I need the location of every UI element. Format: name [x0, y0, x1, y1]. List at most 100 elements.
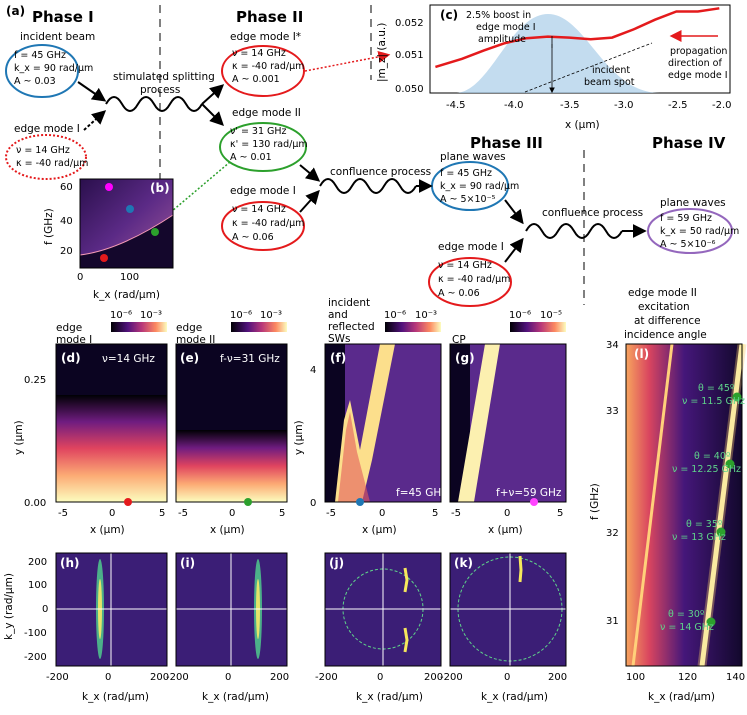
l-point-30	[706, 617, 716, 627]
svg-text:A ~ 5×10⁻⁶: A ~ 5×10⁻⁶	[660, 239, 716, 250]
svg-text:f-ν=31 GHz: f-ν=31 GHz	[220, 353, 280, 365]
svg-text:120: 120	[678, 672, 697, 683]
panel-b: (b) 60 40 20 0 100 k_x (rad/μm) f (GHz)	[43, 178, 174, 301]
svg-text:ν = 14 GHz: ν = 14 GHz	[232, 204, 286, 215]
svg-text:32: 32	[606, 528, 619, 539]
point-green	[151, 228, 159, 236]
svg-text:0: 0	[504, 508, 510, 519]
svg-text:-4.0: -4.0	[504, 100, 524, 111]
svg-text:κ = -40 rad/μm: κ = -40 rad/μm	[232, 218, 304, 229]
svg-text:-200: -200	[315, 672, 338, 683]
panel-i-label: (i)	[180, 556, 195, 570]
svg-text:10⁻⁵: 10⁻⁵	[540, 310, 562, 321]
svg-text:40: 40	[60, 216, 73, 227]
svg-text:edge mode I*: edge mode I*	[230, 31, 301, 43]
l-point-40	[725, 459, 735, 469]
svg-text:f=45 GHz: f=45 GHz	[396, 487, 447, 499]
svg-text:propagation: propagation	[670, 46, 727, 57]
ellipse-edge-mode-I-star: edge mode I* ν = 14 GHz κ = -40 rad/μm A…	[221, 31, 305, 97]
svg-text:0: 0	[229, 508, 235, 519]
panel-c-ylabel: |m_z| (a.u.)	[376, 23, 388, 82]
panel-c: (c) 2.5% boost in edge mode I amplitude …	[376, 4, 732, 131]
panel-j: (j) -200 0 200 k_x (rad/μm)	[315, 552, 443, 703]
svg-text:200: 200	[270, 672, 289, 683]
svg-text:edge mode I: edge mode I	[14, 123, 80, 135]
svg-text:0: 0	[109, 508, 115, 519]
phase-1-title: Phase I	[32, 8, 94, 26]
panel-h-label: (h)	[60, 556, 80, 570]
panel-c-label: (c)	[440, 8, 458, 22]
process-confluence-1	[299, 164, 433, 213]
svg-text:10⁻⁶: 10⁻⁶	[230, 310, 252, 321]
svg-text:5: 5	[557, 508, 563, 519]
svg-text:-200: -200	[166, 672, 189, 683]
ellipse-edge-mode-I-left: edge mode I ν = 14 GHz κ = -40 rad/μm	[5, 123, 88, 180]
svg-text:0: 0	[105, 672, 111, 683]
svg-text:33: 33	[606, 406, 619, 417]
svg-text:200: 200	[28, 557, 47, 568]
svg-text:ν=14 GHz: ν=14 GHz	[102, 353, 155, 365]
panel-e: 10⁻⁶ 10⁻³ edge mode II (e) f-ν=31 GHz -5…	[175, 310, 288, 536]
svg-text:10⁻⁶: 10⁻⁶	[509, 310, 531, 321]
svg-text:plane waves: plane waves	[440, 151, 506, 163]
svg-text:100: 100	[626, 672, 645, 683]
svg-text:0: 0	[379, 508, 385, 519]
panel-g-label: (g)	[455, 351, 475, 365]
svg-text:x (μm): x (μm)	[362, 524, 397, 536]
panel-d-label: (d)	[61, 351, 81, 365]
svg-text:θ = 40º: θ = 40º	[694, 451, 731, 462]
svg-text:κ = -40 rad/μm: κ = -40 rad/μm	[232, 61, 304, 72]
svg-text:0: 0	[310, 498, 316, 509]
svg-text:-5: -5	[451, 508, 461, 519]
svg-text:amplitude: amplitude	[478, 34, 526, 45]
panel-f-label: (f)	[330, 351, 346, 365]
svg-text:-5: -5	[58, 508, 68, 519]
stimulated-label-1: stimulated splitting	[113, 71, 215, 83]
svg-text:and: and	[328, 309, 348, 321]
svg-text:SWs: SWs	[328, 333, 351, 345]
l-point-35	[716, 527, 726, 537]
panel-e-label: (e)	[180, 351, 199, 365]
svg-text:2.5% boost in: 2.5% boost in	[466, 10, 531, 21]
svg-text:100: 100	[120, 272, 139, 283]
svg-text:ν = 14 GHz: ν = 14 GHz	[438, 260, 492, 271]
svg-text:k_x = 90 rad/μm: k_x = 90 rad/μm	[440, 181, 519, 192]
svg-text:10⁻⁶: 10⁻⁶	[384, 310, 406, 321]
svg-text:A ~ 0.01: A ~ 0.01	[230, 152, 272, 163]
svg-text:incident: incident	[328, 297, 370, 309]
svg-text:200: 200	[424, 672, 443, 683]
svg-text:0: 0	[42, 604, 48, 615]
svg-text:reflected: reflected	[328, 321, 375, 333]
svg-text:-3.5: -3.5	[560, 100, 580, 111]
svg-text:k_x (rad/μm): k_x (rad/μm)	[648, 691, 715, 703]
svg-text:CP: CP	[452, 334, 466, 346]
svg-text:0.00: 0.00	[24, 498, 46, 509]
svg-text:-2.0: -2.0	[712, 100, 732, 111]
svg-text:beam spot: beam spot	[584, 77, 635, 88]
svg-text:κ' = 130 rad/μm: κ' = 130 rad/μm	[230, 139, 308, 150]
svg-text:f+ν=59 GHz: f+ν=59 GHz	[496, 487, 562, 499]
svg-text:0.050: 0.050	[395, 84, 424, 95]
svg-text:incidence angle: incidence angle	[624, 329, 707, 341]
panel-b-xlabel: k_x (rad/μm)	[93, 289, 160, 301]
point-red	[100, 254, 108, 262]
panel-f: 10⁻⁶ 10⁻³ incident and reflected SWs (f)…	[293, 297, 447, 536]
svg-text:mode I: mode I	[56, 334, 92, 346]
svg-text:k_x (rad/μm): k_x (rad/μm)	[202, 691, 269, 703]
svg-text:-200: -200	[46, 672, 69, 683]
row3-ylabel: k_y (rad/μm)	[3, 573, 15, 640]
point-magenta	[105, 183, 113, 191]
svg-text:60: 60	[60, 182, 73, 193]
svg-text:140: 140	[726, 672, 745, 683]
process-stimulated-splitting	[77, 81, 225, 131]
svg-text:κ = -40 rad/μm: κ = -40 rad/μm	[16, 158, 88, 169]
svg-text:x (μm): x (μm)	[210, 524, 245, 536]
svg-text:-5: -5	[326, 508, 336, 519]
svg-text:0: 0	[504, 672, 510, 683]
svg-text:edge mode II: edge mode II	[232, 107, 301, 119]
panel-l-label: (l)	[634, 347, 649, 361]
svg-text:k_x (rad/μm): k_x (rad/μm)	[356, 691, 423, 703]
panel-c-xlabel: x (μm)	[565, 119, 600, 131]
svg-text:100: 100	[28, 580, 47, 591]
